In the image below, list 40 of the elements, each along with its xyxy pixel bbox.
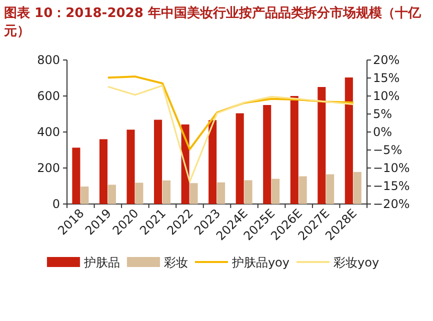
bar [108, 184, 116, 204]
bar [344, 77, 353, 204]
y2-tick-label: 15% [373, 71, 400, 85]
bar [154, 120, 162, 204]
legend-label: 彩妆yoy [334, 256, 380, 270]
bar [162, 180, 170, 204]
y2-tick-label: −15% [373, 179, 410, 193]
y-tick-label: 400 [37, 125, 60, 139]
y-tick-label: 200 [37, 161, 60, 175]
bar [80, 186, 89, 204]
y2-tick-label: −20% [373, 197, 410, 211]
bar [318, 87, 326, 204]
bar [135, 182, 144, 204]
bar [326, 174, 334, 204]
bar [72, 148, 80, 204]
y2-tick-label: 20% [373, 53, 400, 67]
legend-label: 护肤品yoy [230, 256, 290, 270]
y2-tick-label: 0% [373, 125, 392, 139]
bar [290, 96, 298, 204]
legend-label: 彩妆 [164, 256, 188, 270]
y-tick-label: 600 [37, 89, 60, 103]
bar [272, 178, 280, 204]
bar [244, 180, 252, 204]
bar [190, 183, 198, 204]
y2-tick-label: −5% [373, 143, 402, 157]
bar [99, 139, 108, 204]
bar [217, 182, 226, 204]
bar [353, 172, 362, 204]
y-tick-label: 800 [37, 53, 60, 67]
y-tick-label: 0 [52, 197, 60, 211]
bar [263, 105, 272, 204]
title: 图表 10：2018-2028 年中国美妆行业按产品品类拆分市场规模（十亿元） [4, 6, 421, 39]
bar [208, 120, 217, 204]
legend-label: 护肤品 [82, 256, 120, 270]
y2-tick-label: −10% [373, 161, 410, 175]
y2-tick-label: 5% [373, 107, 392, 121]
bar [236, 113, 244, 204]
y2-tick-label: 10% [373, 89, 400, 103]
bar [298, 176, 307, 204]
bar [126, 130, 135, 204]
